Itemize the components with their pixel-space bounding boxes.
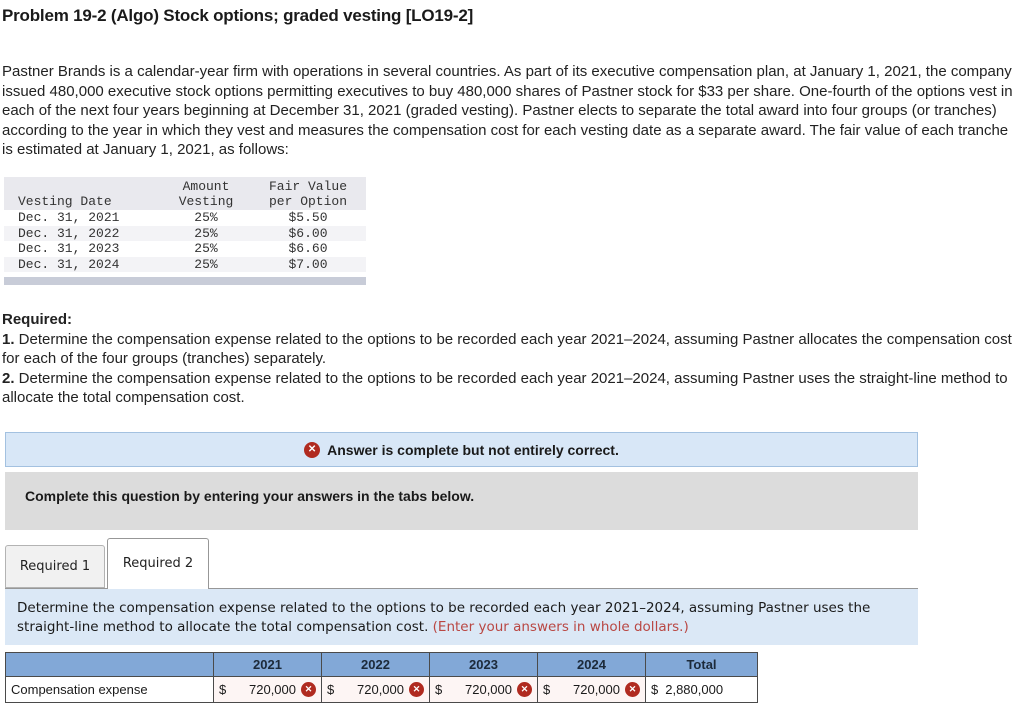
instruction-text: Determine the compensation expense relat… bbox=[17, 600, 871, 635]
incorrect-icon: ✕ bbox=[625, 682, 640, 697]
vesting-schedule-table: Vesting Date Amount Vesting Fair Value p… bbox=[4, 177, 366, 285]
col-2023: 2023 bbox=[429, 652, 538, 677]
col-vesting-date: Vesting Date bbox=[4, 177, 162, 210]
col-2022: 2022 bbox=[321, 652, 430, 677]
incorrect-icon: ✕ bbox=[517, 682, 532, 697]
col-fair-value: Fair Value per Option bbox=[250, 177, 366, 210]
table-row: Dec. 31, 2024 25% $7.00 bbox=[4, 256, 366, 272]
row-label: Compensation expense bbox=[5, 676, 214, 703]
table-row: Dec. 31, 2022 25% $6.00 bbox=[4, 225, 366, 241]
total-cell: $2,880,000 bbox=[645, 676, 758, 703]
col-2024: 2024 bbox=[537, 652, 646, 677]
complete-question-note: Complete this question by entering your … bbox=[5, 472, 918, 530]
tab-instruction-panel: Determine the compensation expense relat… bbox=[5, 588, 918, 645]
col-total: Total bbox=[645, 652, 758, 677]
answer-table-header: 2021 2022 2023 2024 Total bbox=[5, 652, 758, 677]
answer-cell-2024[interactable]: $720,000 ✕ bbox=[537, 676, 646, 703]
answer-table: 2021 2022 2023 2024 Total Compensation e… bbox=[5, 652, 758, 703]
incorrect-icon: ✕ bbox=[301, 682, 316, 697]
incorrect-icon: ✕ bbox=[409, 682, 424, 697]
problem-description: Pastner Brands is a calendar-year firm w… bbox=[2, 63, 1013, 158]
table-row: Compensation expense $720,000 ✕ $720,000 ✕… bbox=[5, 676, 758, 703]
page-title: Problem 19-2 (Algo) Stock options; grade… bbox=[2, 6, 474, 25]
required-item-2: 2. Determine the compensation expense re… bbox=[2, 369, 1008, 407]
table-row: Dec. 31, 2023 25% $6.60 bbox=[18, 241, 328, 256]
answer-cell-2021[interactable]: $720,000 ✕ bbox=[213, 676, 322, 703]
col-2021: 2021 bbox=[213, 652, 322, 677]
answer-cell-2023[interactable]: $720,000 ✕ bbox=[429, 676, 538, 703]
required-section: Required: 1. Determine the compensation … bbox=[2, 310, 1016, 408]
active-tab-connector bbox=[108, 587, 208, 589]
blank-header-cell bbox=[5, 652, 214, 677]
answer-cell-2022[interactable]: $720,000 ✕ bbox=[321, 676, 430, 703]
col-amount-vesting: Amount Vesting bbox=[162, 177, 250, 210]
table-footer-bar bbox=[4, 277, 366, 285]
tab-required-1[interactable]: Required 1 bbox=[5, 545, 105, 588]
instruction-hint: (Enter your answers in whole dollars.) bbox=[432, 619, 689, 635]
grading-status-banner: ✕ Answer is complete but not entirely co… bbox=[5, 432, 918, 467]
vesting-table-header: Vesting Date Amount Vesting Fair Value p… bbox=[4, 177, 366, 210]
incorrect-status-icon: ✕ bbox=[304, 441, 321, 458]
table-row: Dec. 31, 2021 25% $5.50 bbox=[18, 210, 328, 225]
tab-strip: Required 1 Required 2 bbox=[5, 538, 918, 588]
required-item-1: 1. Determine the compensation expense re… bbox=[2, 330, 1012, 368]
tab-required-2[interactable]: Required 2 bbox=[107, 538, 209, 588]
required-heading: Required: bbox=[2, 311, 73, 328]
grading-status-text: Answer is complete but not entirely corr… bbox=[327, 441, 619, 458]
